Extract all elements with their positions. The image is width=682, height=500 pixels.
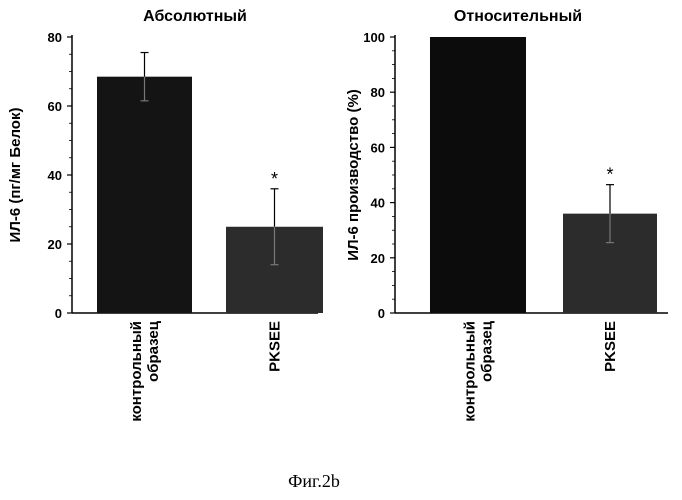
x-category-label-line: контрольный: [128, 321, 145, 422]
figure-caption: Фиг.2b: [288, 471, 340, 491]
x-category-label-line: образец: [145, 320, 162, 382]
y-axis-label: ИЛ-6 производство (%): [345, 89, 362, 261]
bar: [430, 37, 526, 313]
x-category-label: PKSEE: [267, 321, 284, 372]
x-category-label: контрольныйобразец: [128, 320, 162, 421]
significance-star: *: [606, 165, 613, 185]
chart-relative: Относительный ИЛ-6 производство (%) 0 20 40 6…: [345, 8, 668, 422]
x-category-label-line: PKSEE: [267, 321, 284, 372]
y-tick-label: 20: [48, 237, 62, 252]
y-tick-label: 60: [371, 140, 385, 155]
bar: [97, 77, 192, 313]
y-tick-label: 0: [55, 306, 62, 321]
x-category-label-line: образец: [479, 320, 496, 382]
x-category-label: PKSEE: [602, 321, 619, 372]
y-tick-label: 40: [48, 168, 62, 183]
chart-title: Абсолютный: [143, 8, 247, 25]
chart-title: Относительный: [454, 8, 582, 25]
x-category-label-line: PKSEE: [602, 321, 619, 372]
y-tick-label: 80: [48, 30, 62, 45]
x-category-label: контрольныйобразец: [462, 320, 496, 421]
y-tick-label: 60: [48, 99, 62, 114]
y-axis-label: ИЛ-6 (пг/мг Белок): [7, 108, 24, 243]
y-tick-label: 40: [371, 196, 385, 211]
x-category-label-line: контрольный: [462, 321, 479, 422]
significance-star: *: [271, 169, 278, 189]
y-tick-label: 0: [378, 306, 385, 321]
y-tick-label: 20: [371, 251, 385, 266]
y-tick-label: 100: [363, 30, 385, 45]
chart-absolute: Абсолютный ИЛ-6 (пг/мг Белок) 0 20 40 60 80 кон…: [7, 8, 323, 422]
y-tick-label: 80: [371, 85, 385, 100]
